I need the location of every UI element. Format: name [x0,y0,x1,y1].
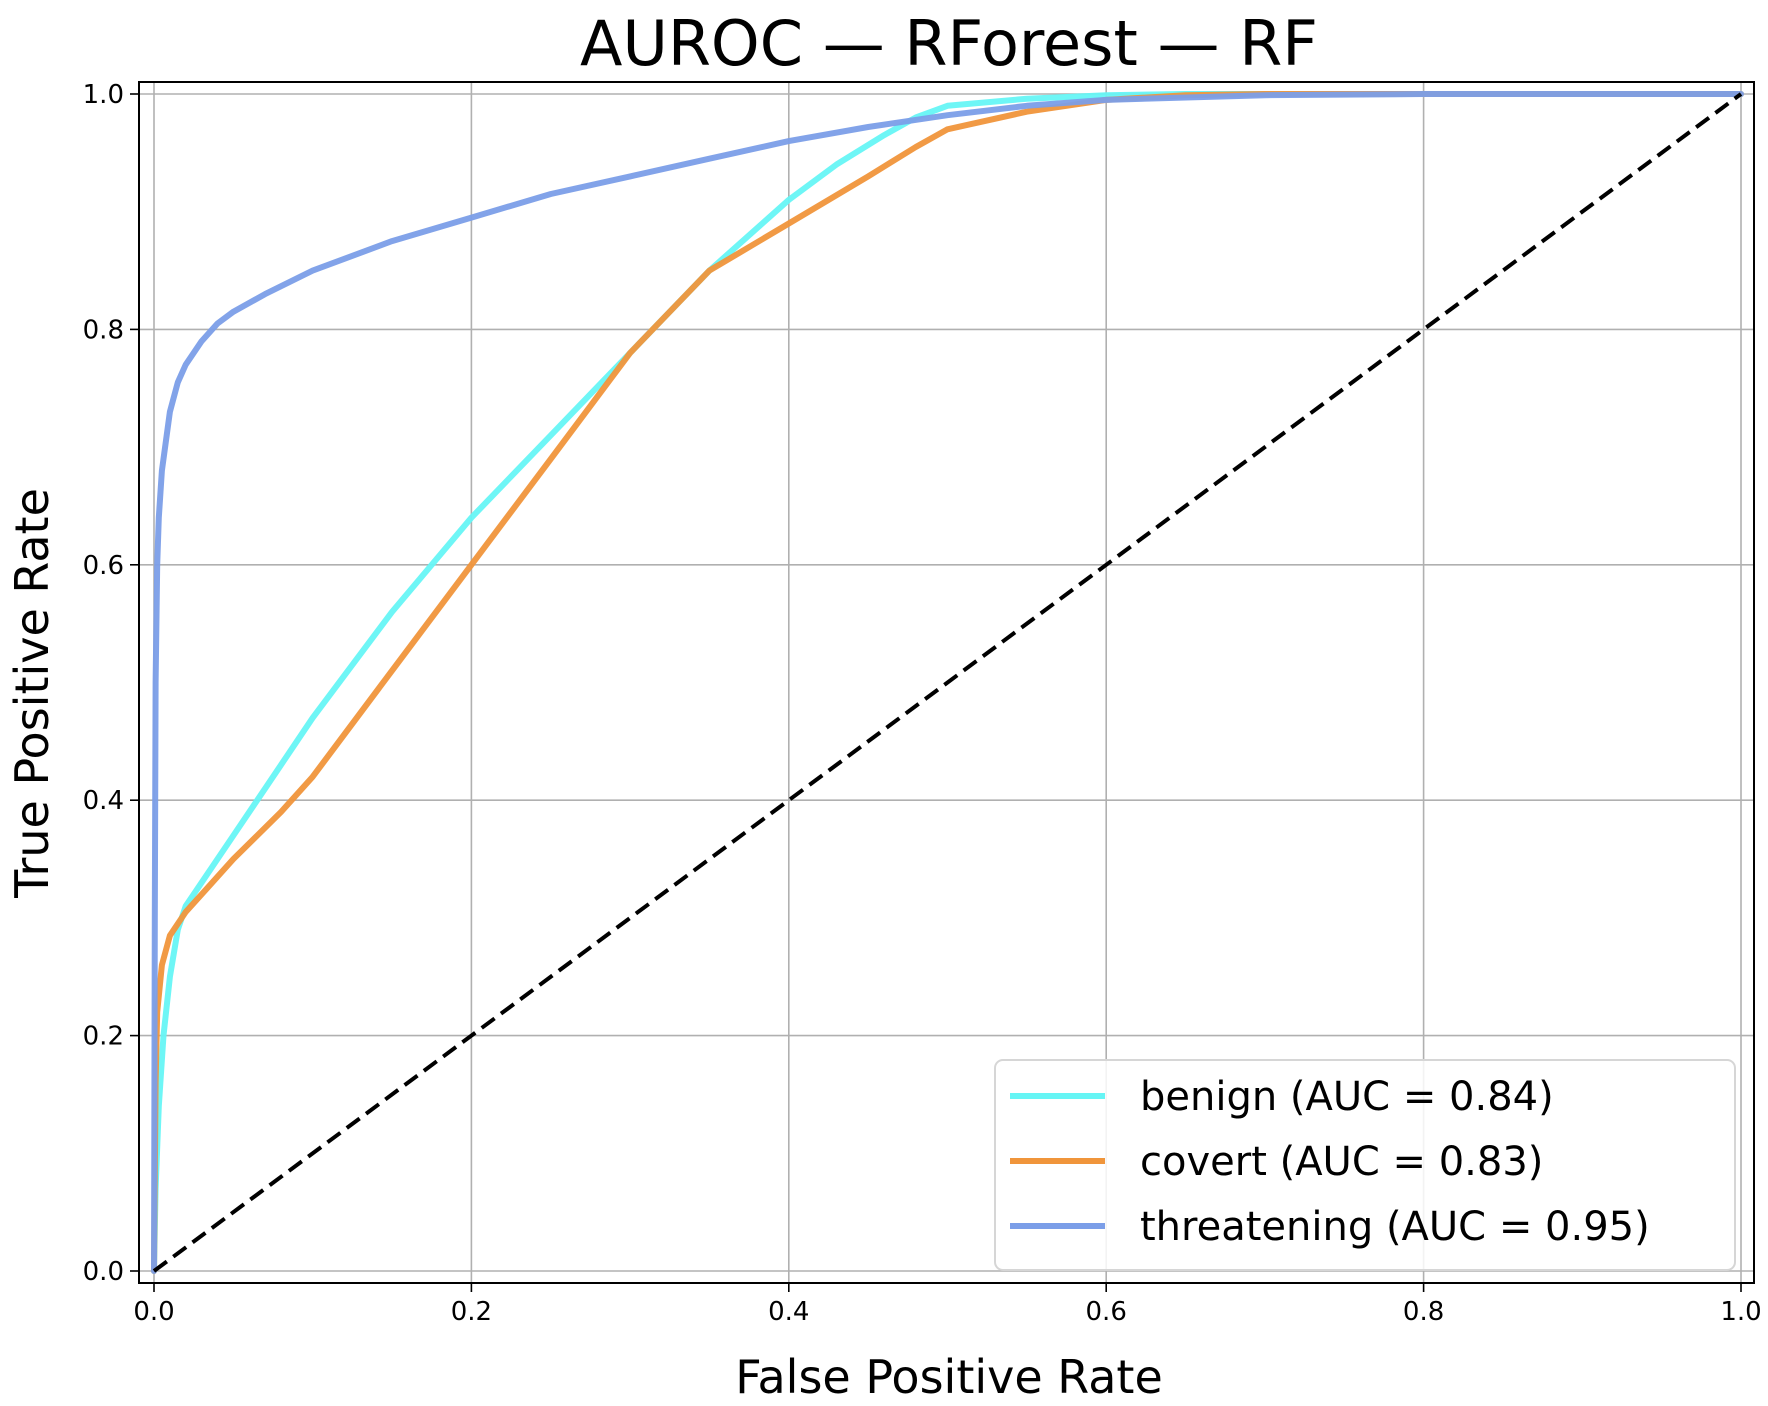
y-tick-label: 0.8 [83,315,124,345]
legend: benign (AUC = 0.84) covert (AUC = 0.83) th… [994,1059,1736,1271]
x-tick-label: 0.2 [451,1297,492,1327]
y-axis-label: True Positive Rate [5,488,59,899]
legend-label-covert: covert (AUC = 0.83) [1140,1139,1543,1185]
chance-diagonal-line [152,92,1743,1273]
legend-box [994,1059,1736,1271]
chart-title: AUROC — RForest — RF [580,7,1318,80]
plot-area [151,91,1744,1274]
x-tick-label: 0.8 [1403,1297,1444,1327]
x-tick-label: 0.0 [133,1297,174,1327]
y-axis-ticks: 0.0 0.2 0.4 0.6 0.8 1.0 [83,80,139,1287]
roc-line-threatening [151,91,1744,1274]
legend-label-threatening: threatening (AUC = 0.95) [1140,1204,1650,1250]
y-tick-label: 0.0 [83,1257,124,1287]
grid-lines [139,82,1754,1283]
x-tick-label: 0.4 [768,1297,809,1327]
x-axis-ticks: 0.0 0.2 0.4 0.6 0.8 1.0 [133,1283,1762,1327]
y-tick-label: 1.0 [83,80,124,110]
x-tick-label: 0.6 [1086,1297,1127,1327]
x-axis-label: False Positive Rate [735,1350,1163,1404]
y-tick-label: 0.6 [83,551,124,581]
y-tick-label: 0.4 [83,786,124,816]
y-tick-label: 0.2 [83,1022,124,1052]
axes-frame [138,81,1755,1284]
x-tick-label: 1.0 [1720,1297,1761,1327]
legend-label-benign: benign (AUC = 0.84) [1140,1074,1554,1120]
